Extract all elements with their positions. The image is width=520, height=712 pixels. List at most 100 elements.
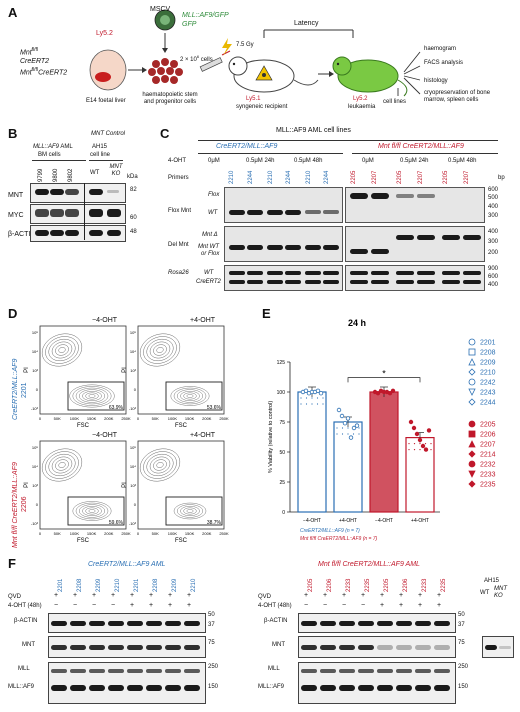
bar-pattern-dot xyxy=(408,443,410,445)
bar-pattern-dot xyxy=(341,427,344,429)
f-lane-label: 2210 xyxy=(191,578,197,592)
f-band-mnt xyxy=(51,645,67,650)
f-blot-row xyxy=(298,662,456,704)
f-band-mll xyxy=(301,669,317,673)
f-oht-sign: + xyxy=(168,602,173,609)
f-band-actin xyxy=(358,621,374,626)
f-band-actin xyxy=(184,621,200,626)
gel-rosa-blue xyxy=(224,265,343,291)
sub-or-flox: or Flox xyxy=(201,251,220,257)
x-tick: 50K xyxy=(152,416,159,421)
f-oht-sign: + xyxy=(187,602,192,609)
kda-title: kDa xyxy=(127,174,138,180)
f-band-mllaf9 xyxy=(301,685,317,691)
contour-live xyxy=(82,391,102,402)
construct-label: MLL::AF9/GFP xyxy=(182,12,229,19)
cond-24-blue: 0.5μM 24h xyxy=(246,158,275,164)
panel-b-group1-sub: BM cells xyxy=(38,152,61,158)
panel-c-title: MLL::AF9 AML cell lines xyxy=(276,127,351,134)
bar-pattern-dot xyxy=(311,403,313,405)
f-ah15-label: AH15 xyxy=(484,578,500,584)
f-oht-sign: + xyxy=(149,602,154,609)
legend-id-red: 2233 xyxy=(480,472,496,479)
f-band-mll xyxy=(70,669,86,673)
bar-pattern-dot xyxy=(424,443,427,445)
y-tick-label: 125 xyxy=(277,360,286,366)
legend-id-red: 2207 xyxy=(480,442,496,449)
cond-48-red: 0.5μM 48h xyxy=(448,158,477,164)
sub-mnt-delta: Mnt Δ xyxy=(202,232,218,238)
panel-label-d: D xyxy=(8,306,18,321)
f-lane-label: 2209 xyxy=(172,578,178,592)
bar-pattern-dot xyxy=(419,449,421,451)
contour-dead xyxy=(156,347,164,353)
contour-live xyxy=(72,386,112,406)
data-point xyxy=(336,407,342,413)
x-tick: 0 xyxy=(39,531,42,536)
f-band-mnt xyxy=(70,645,86,650)
y-tick: 10³ xyxy=(32,368,38,373)
legend-id-red: 2214 xyxy=(480,452,496,459)
f-band-actin xyxy=(108,621,124,626)
f-band-actin xyxy=(396,621,412,626)
f-band-actin xyxy=(146,621,162,626)
d-pos-header-bottom: +4-OHT xyxy=(190,432,216,439)
f-band-mllaf9 xyxy=(358,685,374,691)
contour-live xyxy=(85,392,99,400)
f-band-actin xyxy=(89,621,105,626)
x-tick-label: +4-OHT xyxy=(339,518,357,524)
sub-mnt-wt: Mnt WT xyxy=(198,244,219,250)
sub-flox: Flox xyxy=(208,192,220,198)
bar-pattern-dot xyxy=(413,443,416,445)
contour-live xyxy=(180,506,200,517)
contour-live xyxy=(176,504,203,518)
embryo-icon xyxy=(89,49,127,91)
lane-label-blue: 2210 xyxy=(268,170,274,184)
cond-48-blue: 0.5μM 48h xyxy=(294,158,323,164)
f-band-mll xyxy=(165,669,181,673)
foetal-liver-label: E14 foetal liver xyxy=(86,98,126,104)
f-oht-sign: + xyxy=(399,602,404,609)
gel-del-red xyxy=(345,226,485,262)
f-band-mll xyxy=(358,669,374,673)
bp-900: 900 xyxy=(488,266,499,272)
f-band-mnt xyxy=(377,645,393,650)
y-tick: 10⁵ xyxy=(32,445,38,450)
legend-symbol xyxy=(468,368,476,376)
contour-dead xyxy=(58,347,66,353)
f-band-actin xyxy=(165,621,181,626)
f-oht-sign: − xyxy=(323,602,328,609)
f-kda-right: 150 xyxy=(458,684,469,690)
f-row-mllaf9-right: MLL::AF9 xyxy=(258,684,285,690)
y-tick: 10⁴ xyxy=(32,464,38,469)
y-axis-label: PI xyxy=(122,482,128,488)
f-qvd-sign: + xyxy=(111,592,116,599)
f-qvd-sign: + xyxy=(437,592,442,599)
contour-dead xyxy=(156,462,164,468)
bar-pattern-dot xyxy=(413,449,416,451)
legend-id-blue: 2210 xyxy=(480,370,496,377)
panel-c-group-red: Mnt fl/fl CreERT2/MLL::AF9 xyxy=(378,143,464,150)
sub-rosa-wt: WT xyxy=(204,270,214,276)
f-band-mnt xyxy=(108,645,124,650)
x-tick: 100K xyxy=(168,531,178,536)
x-tick: 200K xyxy=(202,416,212,421)
panel-label-a: A xyxy=(8,5,18,20)
f-band-mllaf9 xyxy=(434,685,450,691)
legend-id-blue: 2201 xyxy=(480,340,496,347)
bar-pattern-dot xyxy=(347,427,349,429)
cond-0-blue: 0μM xyxy=(208,158,220,164)
kda-82: 82 xyxy=(130,187,137,193)
legend-symbol xyxy=(468,480,476,488)
contour-dead xyxy=(41,333,83,367)
bar-pattern-dot xyxy=(322,403,324,405)
f-row-mnt-left: MNT xyxy=(22,642,35,648)
f-band-mnt xyxy=(146,645,162,650)
y-tick: 10⁴ xyxy=(130,464,136,469)
x-tick: 200K xyxy=(104,416,114,421)
contour-dead xyxy=(153,344,167,356)
f-band-mll xyxy=(377,669,393,673)
legend-symbol xyxy=(468,398,476,406)
f-oht-label: 4-OHT (48h) xyxy=(258,603,292,609)
